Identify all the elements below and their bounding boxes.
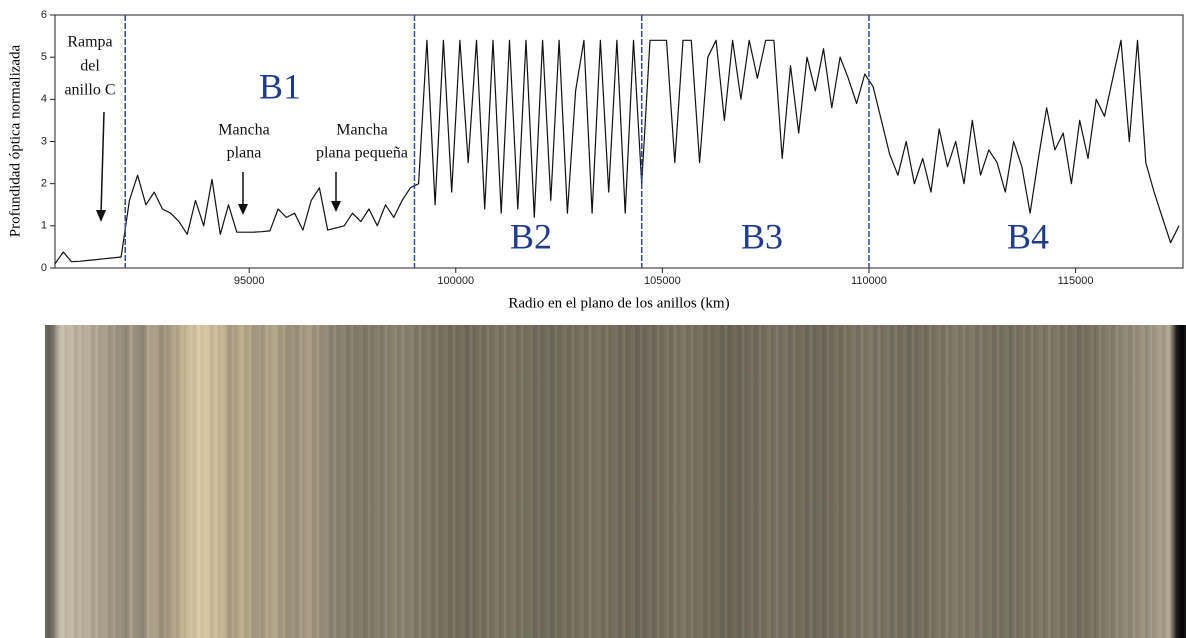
y-tick-label: 3: [41, 135, 47, 147]
annotation: Rampa: [67, 34, 112, 51]
ring-image: [45, 325, 1186, 638]
annotation: Mancha: [336, 122, 388, 139]
x-tick-label: 95000: [234, 275, 265, 287]
region-label: B3: [741, 216, 783, 256]
annotation: anillo C: [64, 82, 115, 99]
x-axis-label: Radio en el plano de los anillos (km): [508, 295, 729, 311]
y-tick-label: 6: [41, 9, 47, 21]
arrow-head: [96, 210, 106, 222]
x-tick-label: 110000: [851, 275, 887, 287]
arrow: [100, 111, 105, 215]
annotation-arrows: [96, 111, 341, 222]
x-tick-label: 115000: [1058, 275, 1094, 287]
y-tick-label: 5: [41, 51, 47, 63]
x-tick-label: 105000: [644, 275, 681, 287]
arrow-head: [331, 201, 341, 212]
y-axis-label: Profundidad óptica normalizada: [7, 44, 23, 237]
data-line: [54, 39, 1180, 265]
arrow-head: [238, 204, 248, 215]
annotation: del: [80, 58, 100, 75]
chart: Profundidad óptica normalizada Radio en …: [7, 9, 1184, 311]
y-tick-label: 4: [41, 93, 47, 105]
x-tick-label: 100000: [437, 275, 474, 287]
annotation: plana: [227, 145, 262, 162]
region-label: B1: [259, 66, 301, 106]
region-label: B4: [1007, 216, 1049, 256]
y-tick-label: 2: [41, 178, 47, 190]
region-label: B2: [510, 216, 552, 256]
y-tick-label: 0: [41, 262, 47, 274]
y-tick-label: 1: [41, 220, 47, 232]
annotation: Mancha: [218, 122, 270, 139]
annotation: plana pequeña: [316, 145, 408, 162]
